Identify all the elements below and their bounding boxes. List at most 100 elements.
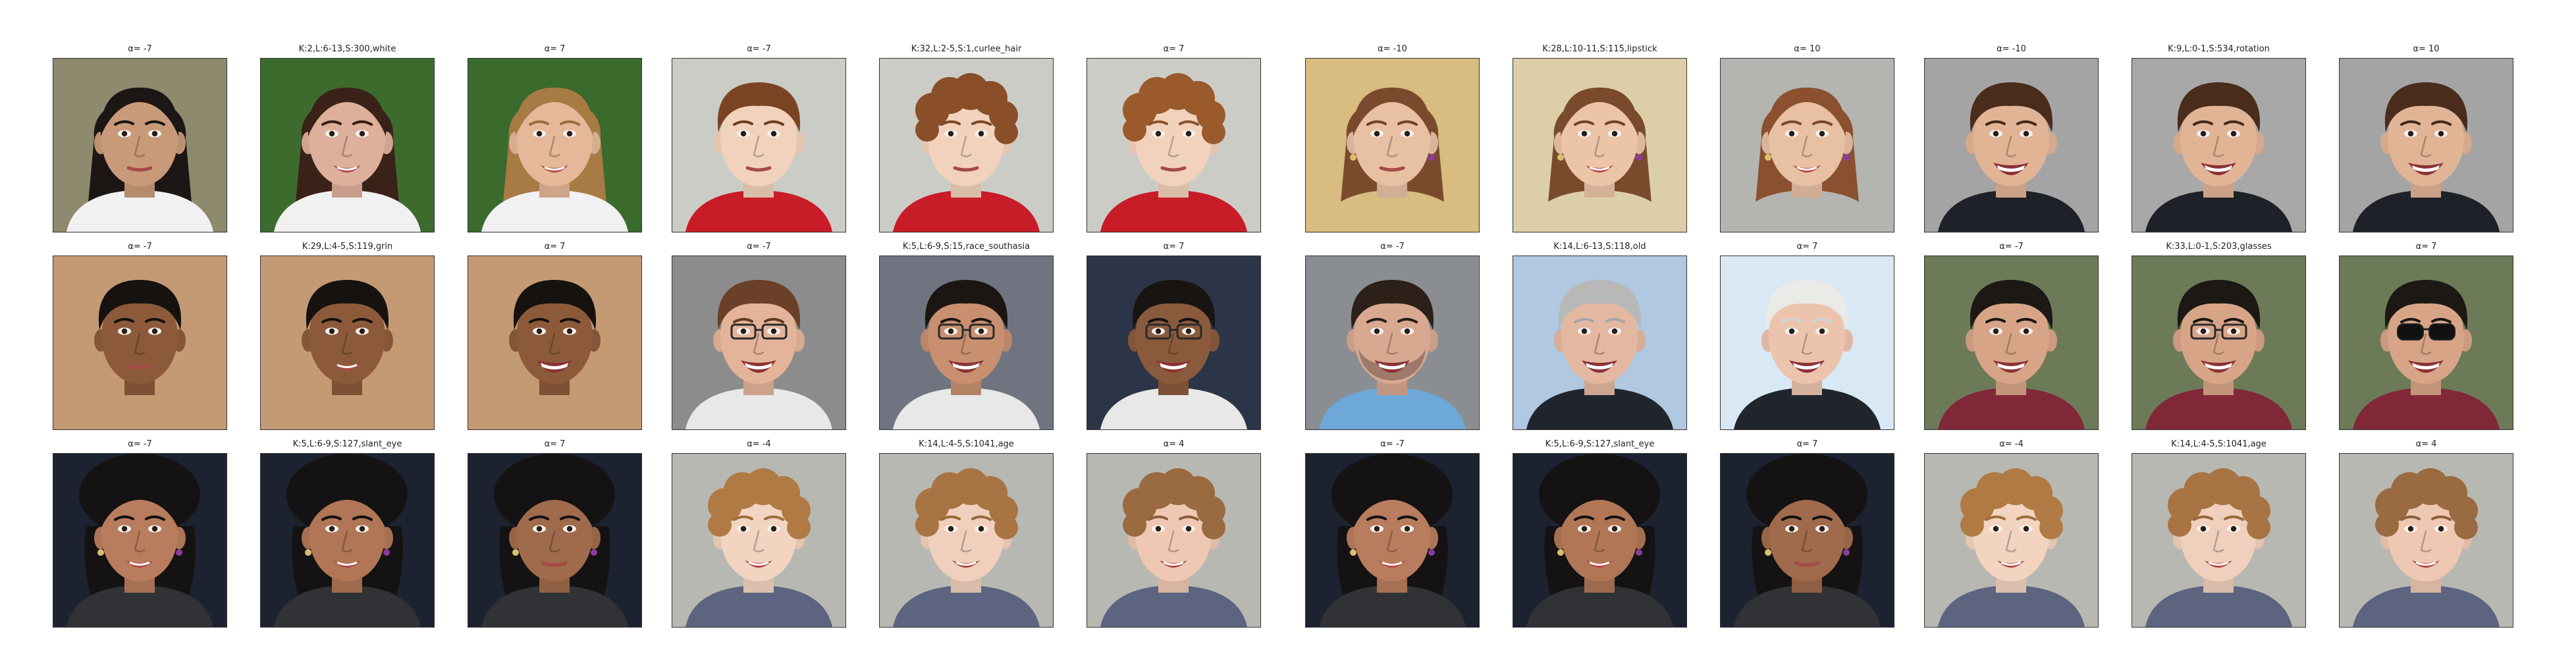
right-eyebrow (764, 120, 784, 126)
right-pupil (359, 328, 365, 335)
hair-top (1351, 280, 1434, 330)
mouth (745, 166, 772, 172)
face-image (2132, 256, 2306, 430)
right-earring (1843, 549, 1850, 556)
hair-top (1132, 280, 1216, 330)
teeth (745, 363, 772, 369)
hair-top (309, 484, 385, 526)
right-eyebrow (1812, 515, 1833, 521)
left-eyebrow (321, 120, 342, 126)
left-pupil (536, 130, 543, 137)
right-pupil (2438, 526, 2444, 532)
left-pupil (2407, 130, 2414, 137)
left-eyebrow (1366, 120, 1387, 126)
face-portrait (468, 256, 641, 429)
left-pupil (1155, 130, 1162, 137)
teeth (1586, 363, 1613, 369)
left-lens (2397, 323, 2424, 340)
shirt (274, 190, 421, 232)
face-image (879, 58, 1054, 232)
left-eyebrow (940, 120, 961, 126)
nose (2420, 333, 2432, 355)
nose (1167, 135, 1179, 157)
mouth (541, 561, 568, 567)
left-eyebrow (2400, 317, 2421, 323)
left-eyebrow (114, 317, 134, 323)
hair-top (513, 280, 597, 330)
left-pupil (1374, 328, 1380, 335)
shirt (1526, 190, 1673, 232)
teeth (2205, 165, 2232, 172)
hair-curl (915, 513, 939, 537)
left-eyebrow (1781, 515, 1802, 521)
nose (1594, 530, 1605, 553)
left-eyebrow (1148, 317, 1168, 323)
face-portrait (53, 59, 227, 232)
nose (2005, 135, 2017, 157)
right-earring (1636, 154, 1642, 161)
right-pupil (978, 130, 984, 137)
face-portrait (468, 454, 641, 627)
left-pupil (1581, 130, 1588, 137)
nose (341, 135, 353, 157)
hair-top (1353, 88, 1432, 136)
left-eyebrow (529, 120, 549, 126)
teeth (952, 363, 980, 369)
cell-caption: α= -7 (128, 439, 152, 449)
teeth (1589, 561, 1610, 566)
right-pupil (2023, 526, 2029, 532)
teeth (2415, 561, 2436, 566)
left-eyebrow (1574, 515, 1594, 521)
left-eyebrow (2400, 515, 2421, 521)
teeth (1997, 363, 2025, 369)
cell-caption: K:28,L:10-11,S:115,lipstick (1542, 44, 1657, 54)
right-pupil (1404, 328, 1410, 335)
right-eyebrow (1605, 515, 1625, 521)
right-earring (1428, 154, 1435, 161)
right-earring (1428, 549, 1435, 556)
cell-caption: α= -7 (1380, 439, 1405, 449)
hair-curl (787, 516, 811, 539)
left-eyebrow (1574, 317, 1594, 323)
right-eyebrow (971, 317, 992, 323)
cell-caption: α= -7 (128, 44, 152, 54)
left-lens (730, 323, 757, 340)
face-image (2339, 58, 2513, 232)
left-eyebrow (114, 515, 134, 521)
face-portrait (2132, 59, 2305, 232)
right-pupil (151, 328, 158, 335)
hair-curl (994, 121, 1018, 144)
teeth (1589, 166, 1610, 171)
face-portrait (1925, 59, 2098, 232)
shirt (1319, 585, 1466, 627)
face-portrait (2132, 256, 2305, 429)
teeth (1793, 363, 1821, 369)
left-earring (1557, 154, 1564, 161)
left-pupil (948, 328, 954, 335)
teeth (1160, 363, 1187, 369)
shirt (481, 388, 628, 429)
left-pupil (329, 328, 335, 335)
right-eyebrow (2016, 317, 2037, 323)
hair-top (308, 88, 387, 136)
teeth (336, 561, 358, 566)
shirt (1100, 190, 1247, 232)
left-pupil (2407, 526, 2414, 532)
cell-caption: K:33,L:0-1,S:203,glasses (2166, 242, 2272, 252)
right-eyebrow (560, 515, 580, 521)
left-lens (2190, 323, 2216, 340)
face-image (1513, 256, 1687, 430)
cell-caption: α= -7 (747, 44, 771, 54)
face-portrait (53, 454, 227, 627)
hair-curls (708, 468, 811, 539)
hair-top (2384, 280, 2468, 330)
face-image (1305, 256, 1480, 430)
left-pupil (1374, 130, 1380, 137)
left-eyebrow (321, 317, 342, 323)
face-portrait (468, 59, 641, 232)
left-earring (305, 549, 311, 556)
shirt (893, 585, 1040, 627)
shirt (1734, 190, 1881, 232)
shirt (1100, 585, 1247, 627)
